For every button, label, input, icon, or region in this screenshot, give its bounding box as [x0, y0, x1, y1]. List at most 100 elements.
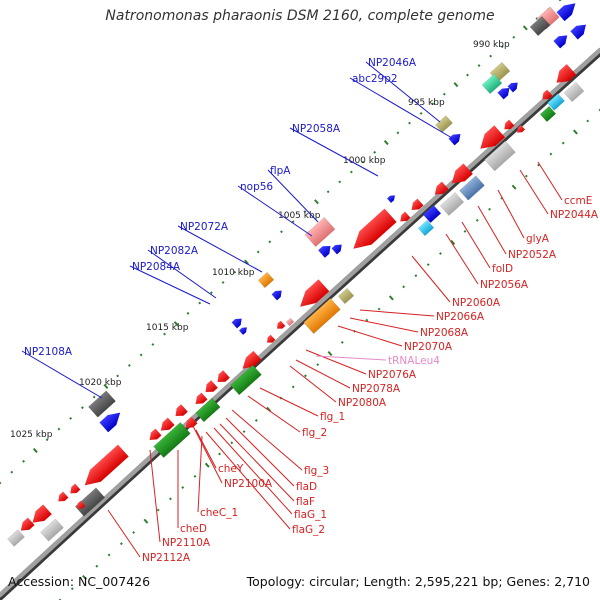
gene-arrow-reverse [20, 517, 35, 531]
minor-tick [0, 481, 2, 485]
minor-tick [561, 141, 565, 145]
gene-block [304, 217, 336, 247]
minor-tick [304, 374, 307, 378]
gene-feature [422, 204, 442, 224]
minor-tick [221, 281, 225, 284]
gene-block [7, 529, 25, 547]
gene-arrow-reverse [185, 416, 198, 429]
gene-feature [542, 89, 553, 100]
minor-tick [254, 419, 258, 422]
leader-line [213, 427, 293, 515]
leader-line [237, 185, 313, 237]
gene-block [439, 192, 465, 216]
gene-arrow-forward [570, 24, 586, 40]
leader-line [267, 169, 319, 223]
leader-line [519, 169, 549, 215]
minor-tick [169, 497, 172, 501]
gene-label: flg_3 [304, 465, 329, 477]
major-tick [204, 462, 210, 468]
topology-summary: Topology: circular; Length: 2,595,221 bp… [246, 574, 590, 589]
gene-label: NP2060A [452, 297, 501, 309]
gene-arrow-reverse [217, 370, 230, 383]
gene-arrow-forward [331, 244, 342, 255]
gene-arrow-forward [507, 82, 518, 93]
gene-block [257, 271, 275, 289]
gene-arrow-reverse [353, 208, 397, 249]
gene-feature [84, 444, 129, 486]
gene-arrow-reverse [277, 320, 286, 329]
accession-label: Accession: NC_007426 [8, 574, 151, 589]
major-tick [453, 82, 459, 88]
gene-arrow-reverse [556, 64, 577, 83]
gene-feature [539, 105, 557, 123]
minor-tick [81, 406, 84, 410]
leader-line [149, 449, 161, 543]
minor-tick [419, 112, 423, 115]
gene-feature [480, 125, 506, 149]
gene-feature [271, 290, 282, 301]
minor-tick [107, 553, 111, 557]
minor-tick [402, 285, 406, 289]
minor-tick [209, 291, 213, 295]
gene-arrow-reverse [434, 181, 449, 195]
gene-label: NP2110A [162, 537, 211, 549]
gene-block [153, 422, 191, 458]
gene-feature [149, 428, 162, 441]
gene-feature [353, 208, 397, 249]
gene-arrow-reverse [267, 334, 276, 343]
gene-label: flaG_1 [294, 509, 327, 521]
gene-arrow-reverse [77, 500, 86, 509]
leader-line [205, 431, 291, 530]
gene-label: cheY [218, 463, 244, 475]
leader-line [349, 77, 453, 139]
gene-arrow-reverse [451, 163, 473, 184]
minor-tick [70, 587, 74, 591]
gene-block [88, 390, 116, 418]
gene-arrow-reverse [242, 350, 262, 369]
minor-tick [408, 121, 411, 125]
gene-feature [318, 245, 331, 258]
minor-tick [549, 152, 553, 156]
minor-tick [186, 311, 190, 315]
leader-line [147, 249, 217, 299]
leader-line [21, 350, 103, 399]
minor-tick [524, 174, 528, 178]
gene-feature [481, 73, 503, 95]
minor-tick [10, 470, 14, 474]
kbp-tick-label: 1010 kbp [212, 268, 255, 278]
gene-arrow-reverse [504, 119, 515, 130]
gene-feature [195, 392, 208, 405]
genome-backbone [0, 47, 600, 598]
gene-block [230, 364, 262, 396]
minor-tick [512, 35, 516, 39]
gene-feature [400, 211, 411, 222]
gene-label: flpA [270, 165, 291, 177]
gene-arrow-reverse [205, 380, 218, 393]
major-tick [522, 25, 528, 31]
gene-block [303, 298, 341, 334]
gene-label: flaG_2 [292, 524, 325, 536]
gene-arrow-reverse [32, 504, 52, 523]
gene-label: ccmE [564, 195, 592, 207]
gene-arrow-forward [497, 87, 510, 100]
gene-label: abc29p2 [352, 73, 398, 85]
minor-tick [442, 92, 446, 96]
gene-feature [570, 24, 586, 40]
gene-arrow-forward [448, 133, 461, 146]
gene-label: flg_1 [320, 411, 345, 423]
gene-label: NP2052A [508, 249, 557, 261]
gene-feature [58, 491, 69, 502]
gene-arrow-forward [556, 3, 576, 22]
gene-arrow-forward [271, 290, 282, 301]
gene-feature [77, 500, 86, 509]
minor-tick [303, 210, 307, 214]
leader-line [295, 359, 351, 389]
gene-feature [175, 404, 188, 417]
gene-arrow-reverse [517, 125, 525, 133]
minor-tick [463, 229, 467, 233]
major-tick [143, 518, 149, 524]
gene-arrow-reverse [542, 89, 553, 100]
minor-tick [69, 416, 73, 420]
gene-feature [553, 35, 568, 49]
minor-tick [151, 343, 155, 346]
